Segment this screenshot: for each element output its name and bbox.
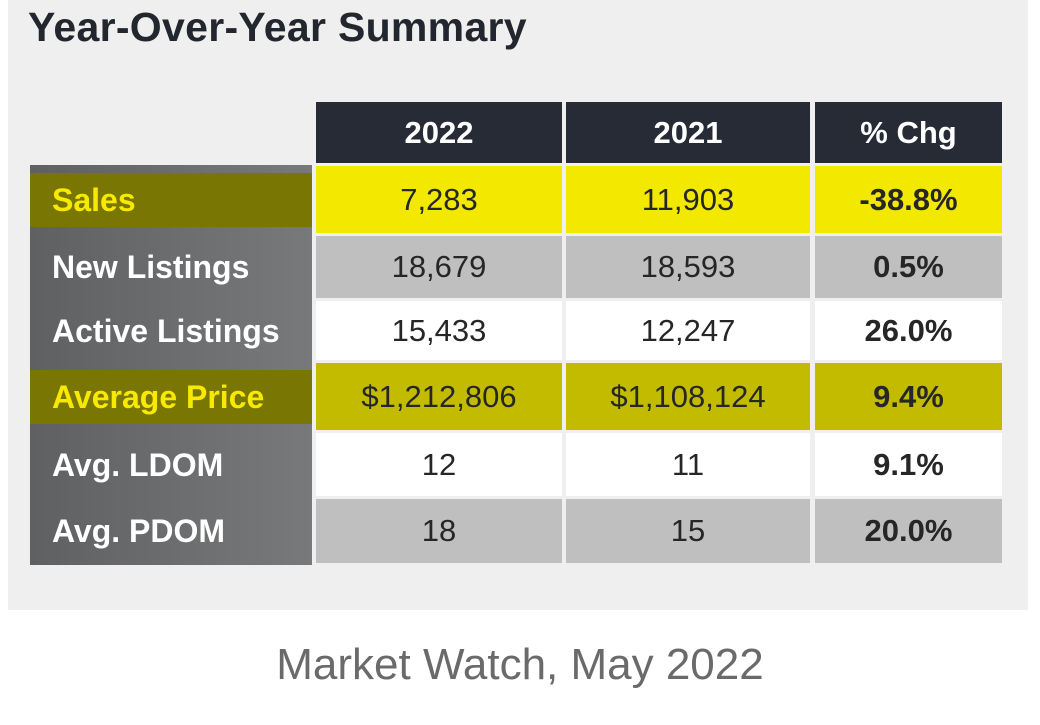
row-label: Avg. LDOM — [52, 446, 224, 483]
row-label: Average Price — [30, 370, 312, 424]
column-header: 2022 — [316, 102, 562, 163]
column-header: % Chg — [815, 102, 1002, 163]
cell: 11,903 — [566, 166, 810, 233]
cell: 15 — [566, 499, 810, 563]
row-label: Avg. PDOM — [52, 513, 226, 549]
row-label: Sales — [30, 173, 312, 227]
cell: -38.8% — [815, 166, 1002, 233]
footer-caption: Market Watch, May 2022 — [276, 640, 764, 689]
cell: 9.4% — [815, 363, 1002, 430]
cell: $1,212,806 — [316, 363, 562, 430]
cell: 12 — [316, 433, 562, 496]
cell: 18,679 — [316, 236, 562, 298]
cell: 0.5% — [815, 236, 1002, 298]
cell: $1,108,124 — [566, 363, 810, 430]
label-column — [30, 165, 312, 565]
cell: 26.0% — [815, 301, 1002, 360]
cell: 20.0% — [815, 499, 1002, 563]
title: Year-Over-Year Summary — [28, 4, 527, 50]
cell: 12,247 — [566, 301, 810, 360]
row-label: Active Listings — [52, 312, 280, 349]
cell: 9.1% — [815, 433, 1002, 496]
column-header: 2021 — [566, 102, 810, 163]
cell: 15,433 — [316, 301, 562, 360]
cell: 18 — [316, 499, 562, 563]
row-label: New Listings — [52, 249, 250, 285]
cell: 18,593 — [566, 236, 810, 298]
cell: 11 — [566, 433, 810, 496]
cell: 7,283 — [316, 166, 562, 233]
